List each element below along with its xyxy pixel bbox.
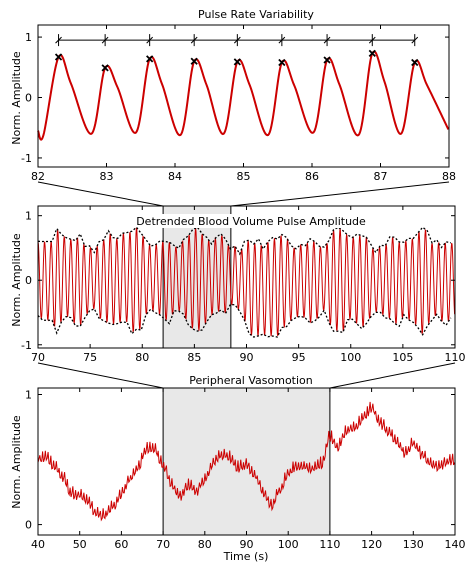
peak-marker (233, 58, 241, 66)
peak-marker (278, 58, 286, 67)
panel-pulse-rate-variability: Pulse Rate Variability 82 83 84 85 86 87 88 -1… (10, 8, 456, 183)
panel-peripheral-vasomotion: 40 50 60 70 80 90 100 110 120 130 140 0 1 Norm. Amp… (10, 387, 466, 563)
x-tick-label: 80 (198, 538, 212, 551)
x-tick-label: 75 (83, 351, 97, 364)
panel-3-x-axis-label: Time (s) (223, 550, 269, 563)
x-tick-label: 82 (31, 170, 45, 183)
interval-break (55, 36, 62, 44)
peak-marker (368, 49, 376, 58)
interval-break (190, 36, 198, 44)
peak-marker (146, 55, 154, 63)
y-tick-label: -1 (21, 152, 32, 165)
x-tick-label: 90 (240, 538, 254, 551)
x-tick-label: 86 (305, 170, 319, 183)
y-tick-label: 0 (25, 92, 32, 105)
interval-break (101, 36, 109, 44)
x-tick-label: 40 (31, 538, 45, 551)
x-tick-label: 105 (392, 351, 413, 364)
connector-line-right (230, 181, 450, 207)
x-tick-label: 85 (237, 170, 251, 183)
x-tick-label: 70 (156, 538, 170, 551)
y-tick-label: 1 (25, 210, 32, 223)
x-tick-label: 100 (340, 351, 361, 364)
interval-break (233, 36, 241, 44)
panel-2-y-axis-label: Norm. Amplitude (10, 233, 23, 327)
interval-break (278, 36, 286, 44)
x-tick-label: 70 (31, 351, 45, 364)
zoom-connector-1 (37, 181, 450, 207)
x-tick-label: 90 (240, 351, 254, 364)
panel-1-title: Pulse Rate Variability (198, 8, 314, 21)
x-tick-label: 84 (168, 170, 182, 183)
y-tick-label: 0 (25, 274, 32, 287)
panel-3-y-axis-label: Norm. Amplitude (10, 415, 23, 509)
peak-marker (101, 64, 109, 72)
x-tick-label: 87 (374, 170, 388, 183)
interval-break (368, 36, 376, 44)
x-tick-label: 88 (442, 170, 456, 183)
x-tick-label: 140 (445, 538, 466, 551)
panel-1-y-axis-label: Norm. Amplitude (10, 51, 23, 145)
peak-marker (54, 53, 63, 61)
interval-break (146, 36, 154, 44)
upper-envelope (37, 226, 451, 256)
y-tick-label: 0 (25, 519, 32, 532)
interval-break (323, 36, 331, 44)
connector-line-left (37, 181, 164, 207)
panel-blood-volume-pulse: 70 75 80 85 90 95 100 105 110 -1 0 1 Norm. Amplitu… (10, 205, 466, 364)
series-line-vasomotion (37, 401, 455, 522)
x-tick-label: 110 (445, 351, 466, 364)
series-line-bvp (37, 227, 456, 338)
x-tick-label: 130 (403, 538, 424, 551)
y-tick-label: -1 (21, 339, 32, 352)
peak-marker (190, 57, 198, 65)
interval-break (411, 36, 419, 44)
zoom-connector-2 (37, 362, 456, 389)
x-tick-label: 95 (292, 351, 306, 364)
x-tick-label: 85 (187, 351, 201, 364)
y-tick-label: 1 (25, 389, 32, 402)
connector-line-right (329, 362, 456, 389)
x-tick-label: 83 (100, 170, 114, 183)
x-tick-label: 100 (278, 538, 299, 551)
peak-marker (411, 58, 419, 67)
lower-envelope (37, 303, 452, 338)
x-tick-label: 50 (73, 538, 87, 551)
x-tick-label: 60 (114, 538, 128, 551)
x-tick-label: 120 (361, 538, 382, 551)
panel-2-title: Detrended Blood Volume Pulse Amplitude (136, 215, 366, 228)
connector-line-left (37, 362, 164, 389)
x-tick-label: 110 (319, 538, 340, 551)
y-tick-label: 1 (25, 31, 32, 44)
x-tick-label: 80 (135, 351, 149, 364)
panel-3-title: Peripheral Vasomotion (189, 374, 313, 387)
peak-marker (323, 56, 331, 64)
series-line-pulse (37, 50, 450, 141)
